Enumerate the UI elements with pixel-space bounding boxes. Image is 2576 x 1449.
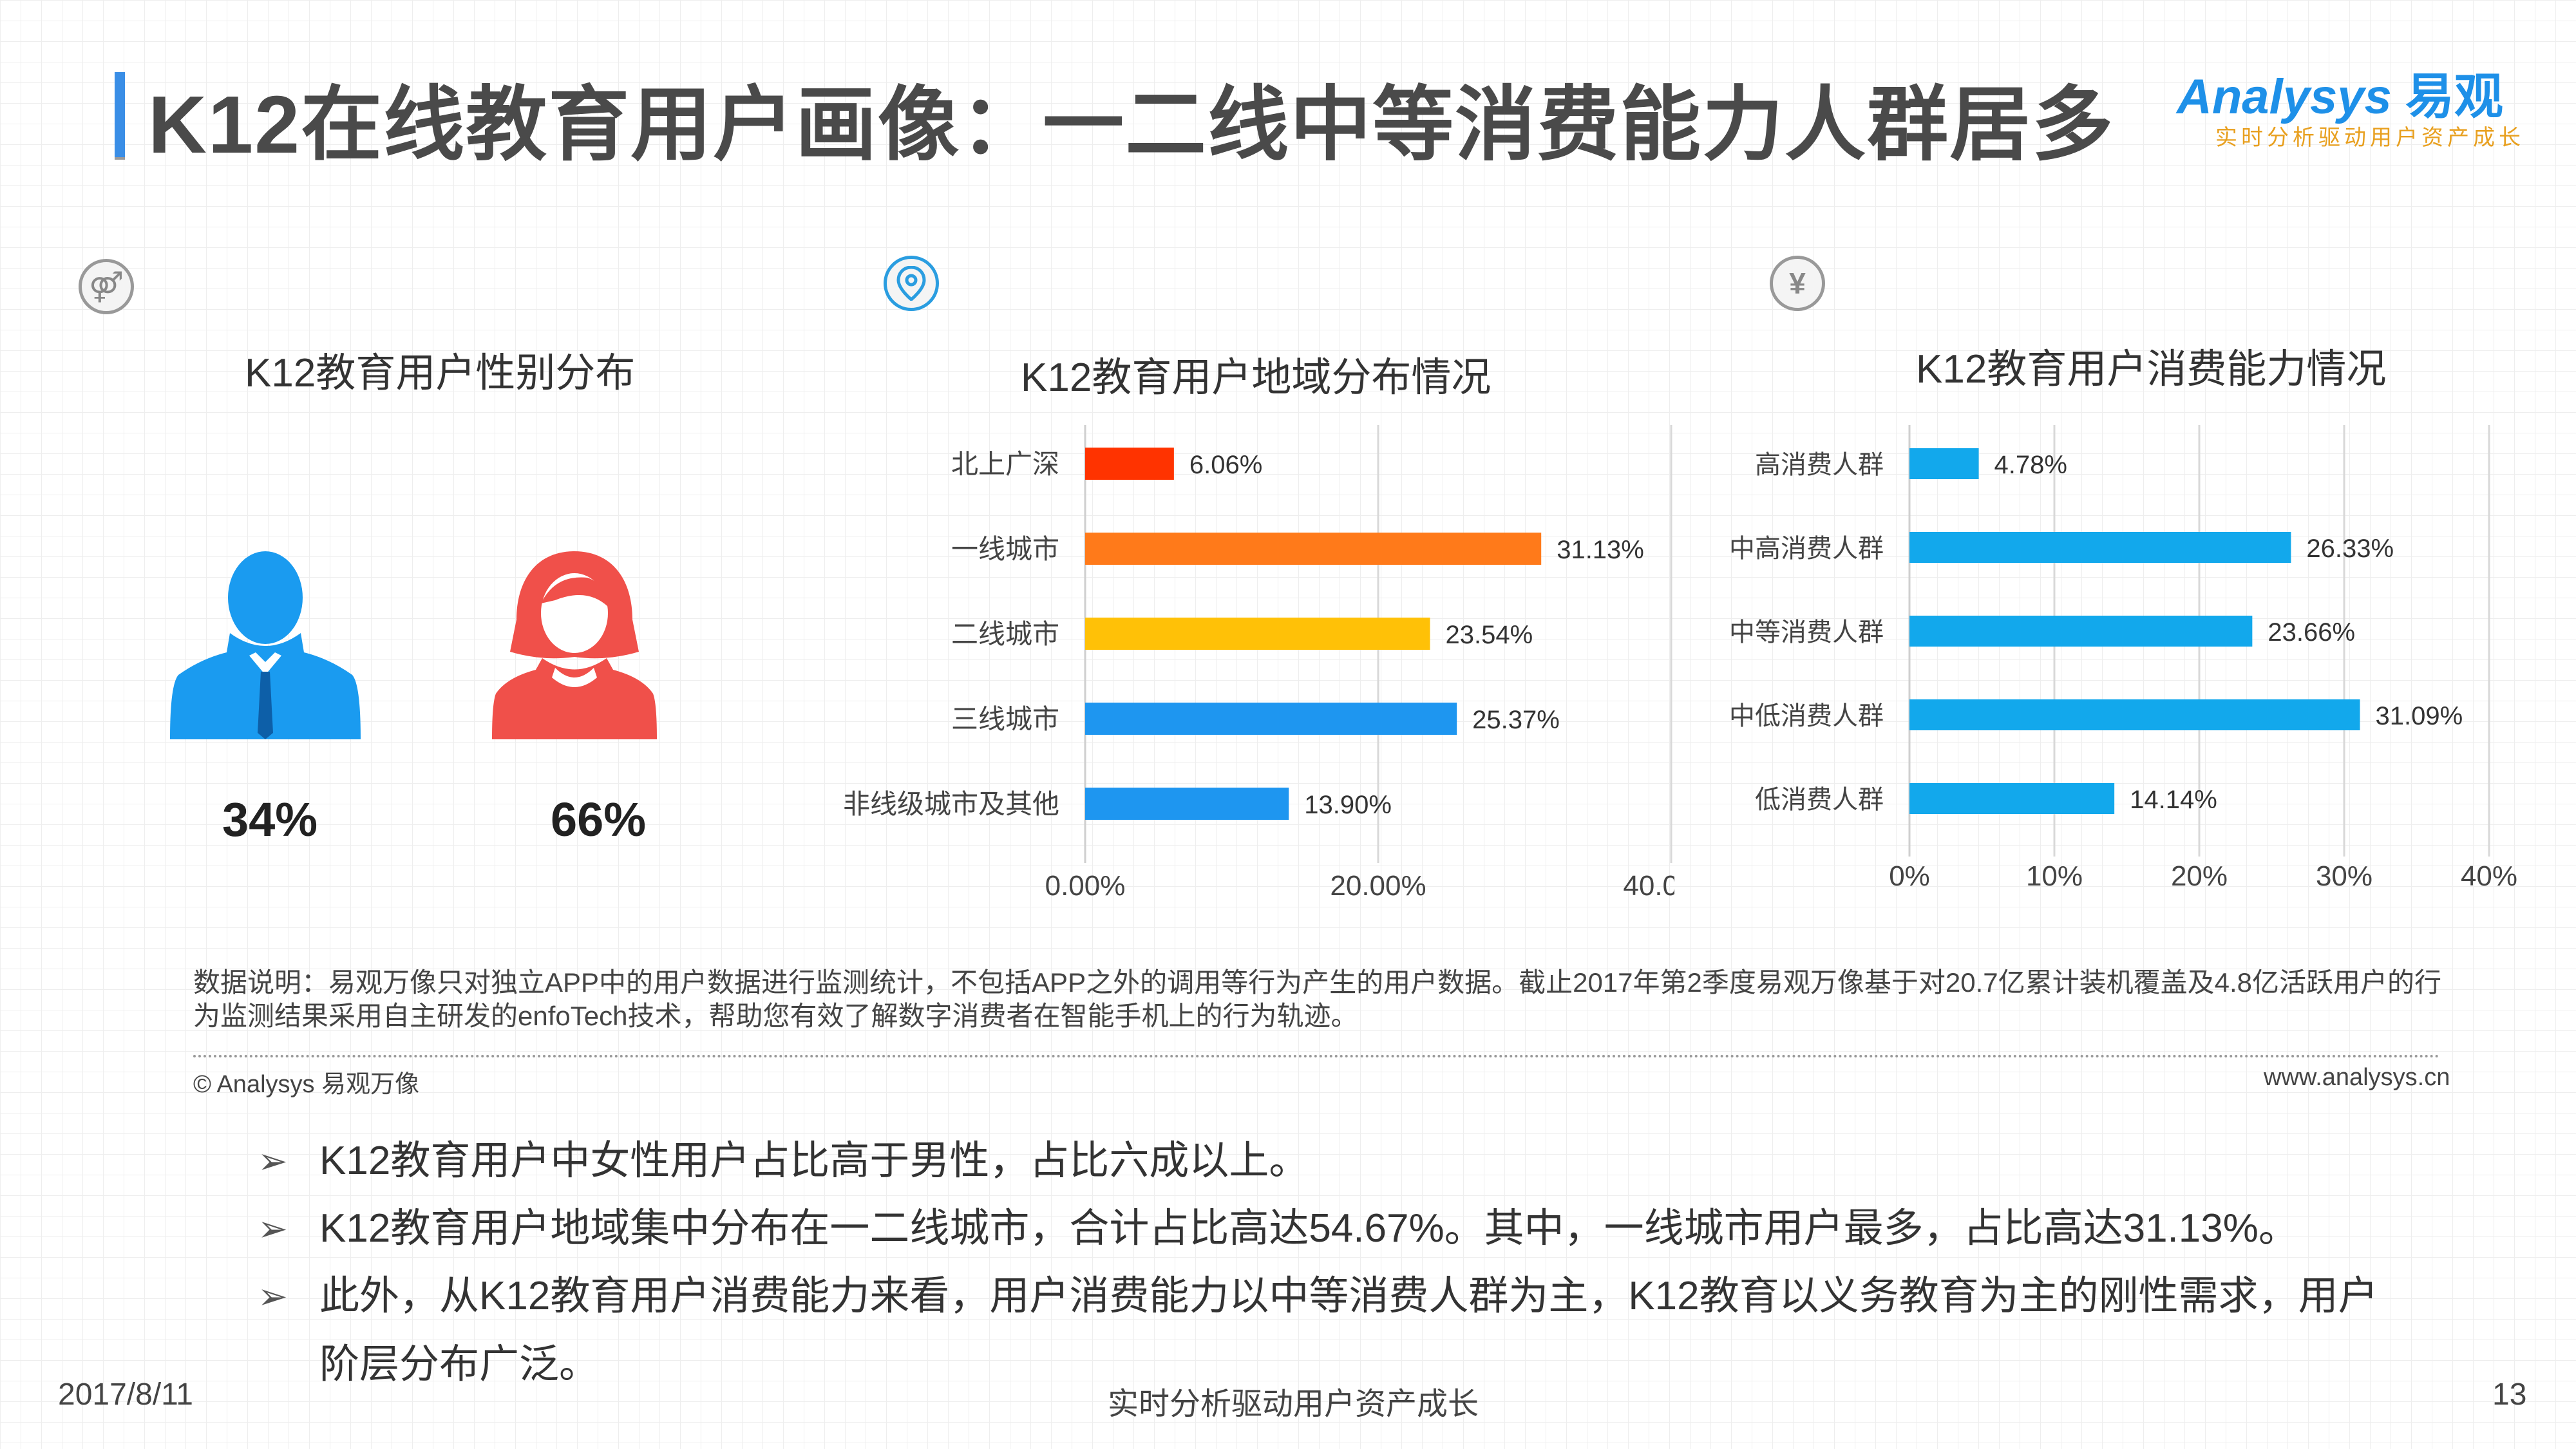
female-user-icon: [492, 551, 657, 739]
x-tick-label: 40.00%: [1623, 870, 1674, 902]
bullet-arrow-icon: ➢: [258, 1141, 288, 1181]
x-tick-label: 40%: [2461, 860, 2517, 892]
title-accent-shadow: [115, 157, 125, 160]
region-bar-chart: 北上广深 6.06% 一线城市 31.13% 二线城市 23.54% 三线城市 25.37% 非…: [843, 425, 1674, 902]
bullet-text: K12教育用户中女性用户占比高于男性，占比六成以上。: [319, 1139, 1309, 1183]
x-tick-label: 0%: [1889, 860, 1930, 892]
note-divider: [193, 1055, 2441, 1057]
bar: [1909, 783, 2115, 814]
bullet-arrow-icon: ➢: [258, 1276, 288, 1316]
consumption-section-title: K12教育用户消费能力情况: [1916, 347, 2387, 392]
location-pin-icon: [884, 256, 939, 311]
bar: [1085, 703, 1457, 735]
x-tick-label: 0.00%: [1045, 870, 1126, 902]
footer-date: 2017/8/11: [58, 1378, 193, 1412]
logo-name: Analysys 易观: [2177, 57, 2503, 128]
data-label: 23.66%: [2268, 618, 2355, 647]
data-label: 6.06%: [1189, 451, 1262, 479]
region-section-title: K12教育用户地域分布情况: [1021, 355, 1492, 400]
data-label: 13.90%: [1304, 791, 1392, 819]
bullet-item: ➢ K12教育用户地域集中分布在一二线城市，合计占比高达54.67%。其中，一线…: [258, 1195, 2383, 1263]
category-label: 一线城市: [951, 534, 1059, 564]
copyright: © Analysys 易观万像: [193, 1071, 420, 1098]
gender-icon: ⚤: [79, 259, 134, 314]
x-tick-label: 30%: [2316, 860, 2372, 892]
male-user-icon: [170, 551, 361, 739]
data-label: 31.13%: [1557, 536, 1644, 564]
category-label: 中高消费人群: [1729, 535, 1884, 563]
gender-section-title: K12教育用户性别分布: [245, 351, 636, 395]
bullet-item: ➢ K12教育用户中女性用户占比高于男性，占比六成以上。: [258, 1127, 2383, 1195]
bullet-text: 此外，从K12教育用户消费能力来看，用户消费能力以中等消费人群为主，K12教育以…: [319, 1274, 2378, 1387]
bar: [1085, 533, 1542, 565]
bar: [1909, 448, 1979, 479]
category-label: 北上广深: [951, 449, 1059, 479]
logo-name-cn: 易观: [2405, 70, 2503, 124]
category-label: 二线城市: [951, 619, 1059, 649]
bullet-arrow-icon: ➢: [258, 1208, 288, 1249]
bar: [1085, 788, 1289, 820]
data-label: 25.37%: [1472, 706, 1560, 734]
page-title: K12在线教育用户画像：一二线中等消费能力人群居多: [148, 79, 2115, 170]
yen-icon: ¥: [1770, 256, 1825, 311]
logo-tagline: 实时分析驱动用户资产成长: [2215, 126, 2524, 150]
footer-slogan: 实时分析驱动用户资产成长: [1108, 1387, 1479, 1421]
data-label: 4.78%: [1994, 451, 2067, 479]
data-label: 26.33%: [2306, 535, 2394, 563]
logo-name-en: Analysys: [2177, 70, 2392, 124]
title-accent-bar: [115, 72, 125, 157]
bar: [1909, 699, 2360, 730]
category-label: 中低消费人群: [1729, 702, 1884, 730]
data-label: 31.09%: [2376, 702, 2463, 730]
bar: [1909, 532, 2291, 563]
category-label: 低消费人群: [1755, 786, 1884, 814]
bullet-text: K12教育用户地域集中分布在一二线城市，合计占比高达54.67%。其中，一线城市…: [319, 1206, 2298, 1251]
data-label: 14.14%: [2130, 786, 2217, 814]
bar: [1909, 616, 2253, 647]
x-tick-label: 20%: [2171, 860, 2228, 892]
bullet-item: ➢ 此外，从K12教育用户消费能力来看，用户消费能力以中等消费人群为主，K12教…: [258, 1262, 2383, 1399]
category-label: 非线级城市及其他: [843, 789, 1059, 819]
category-label: 中等消费人群: [1729, 618, 1884, 647]
data-note: 数据说明：易观万像只对独立APP中的用户数据进行监测统计，不包括APP之外的调用…: [193, 967, 2442, 1031]
category-label: 高消费人群: [1755, 451, 1884, 479]
consumption-bar-chart: 高消费人群 4.78% 中高消费人群 26.33% 中等消费人群 23.66% 中低消费人群…: [1729, 425, 2517, 892]
page-number: 13: [2492, 1378, 2527, 1412]
data-label: 23.54%: [1446, 621, 1533, 649]
category-label: 三线城市: [951, 704, 1059, 734]
male-percent: 34%: [222, 793, 318, 846]
female-percent: 66%: [551, 793, 647, 846]
x-tick-label: 20.00%: [1330, 870, 1426, 902]
bar: [1085, 448, 1174, 480]
bar: [1085, 618, 1430, 650]
website-link[interactable]: www.analysys.cn: [2264, 1064, 2450, 1091]
x-tick-label: 10%: [2026, 860, 2083, 892]
analysys-logo: Analysys 易观 实时分析驱动用户资产成长: [2177, 57, 2521, 153]
